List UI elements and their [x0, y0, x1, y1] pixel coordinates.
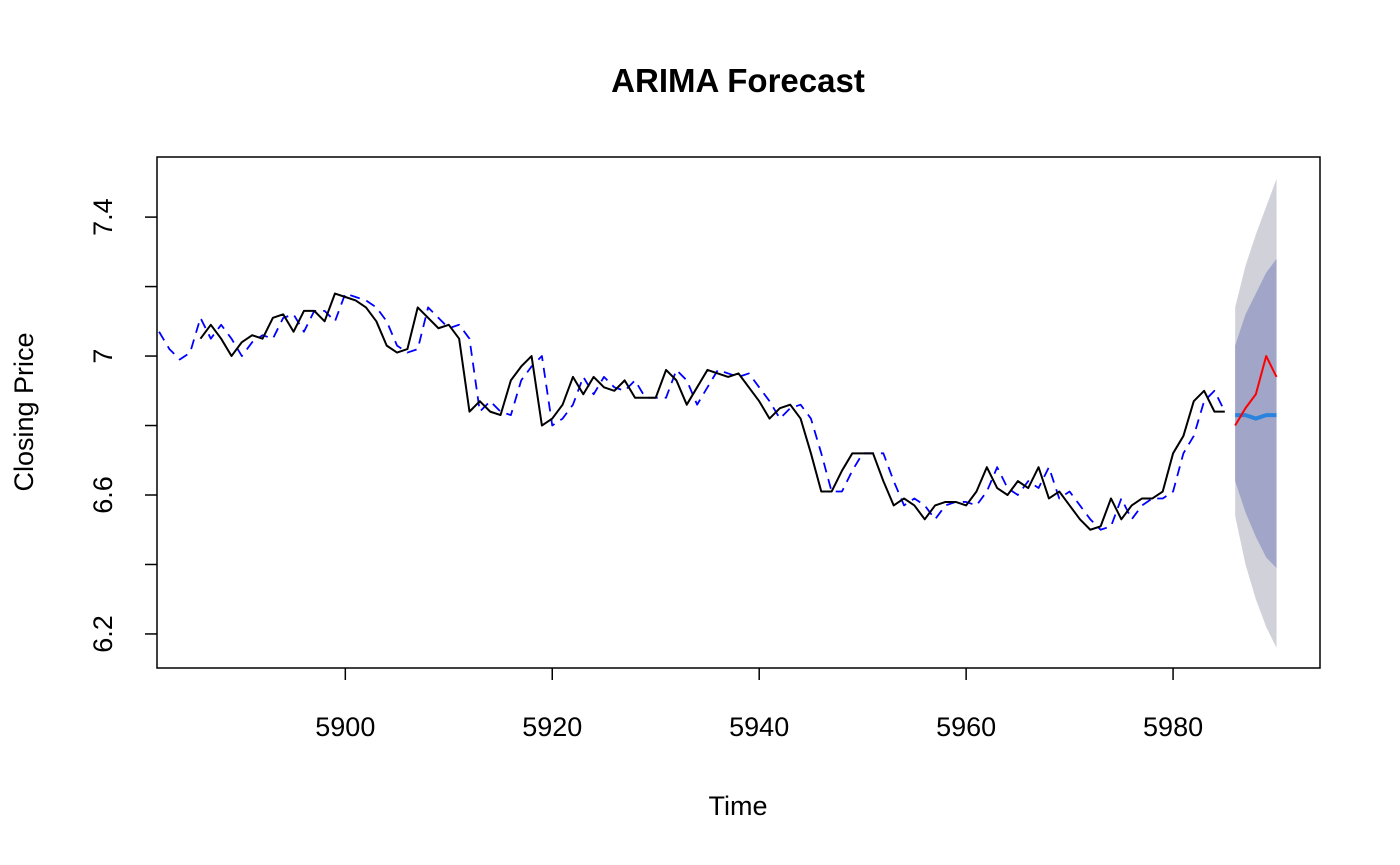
series-line — [158, 292, 1226, 531]
x-tick-label: 5980 — [1143, 712, 1203, 742]
y-tick-label: 7.4 — [88, 198, 118, 236]
x-tick-label: 5900 — [315, 712, 375, 742]
chart-title: ARIMA Forecast — [611, 62, 865, 99]
y-tick-label: 6.6 — [88, 476, 118, 514]
y-tick-label: 7 — [88, 349, 118, 364]
series-line — [199, 292, 1225, 531]
x-tick-label: 5960 — [936, 712, 996, 742]
y-tick-label: 6.2 — [88, 615, 118, 653]
x-tick-label: 5940 — [729, 712, 789, 742]
series-line — [1234, 355, 1278, 427]
plot-frame — [156, 156, 1321, 669]
y-axis-label: Closing Price — [9, 332, 39, 491]
prediction-band — [1235, 258, 1277, 568]
x-tick-label: 5920 — [522, 712, 582, 742]
x-axis-label: Time — [709, 791, 768, 821]
